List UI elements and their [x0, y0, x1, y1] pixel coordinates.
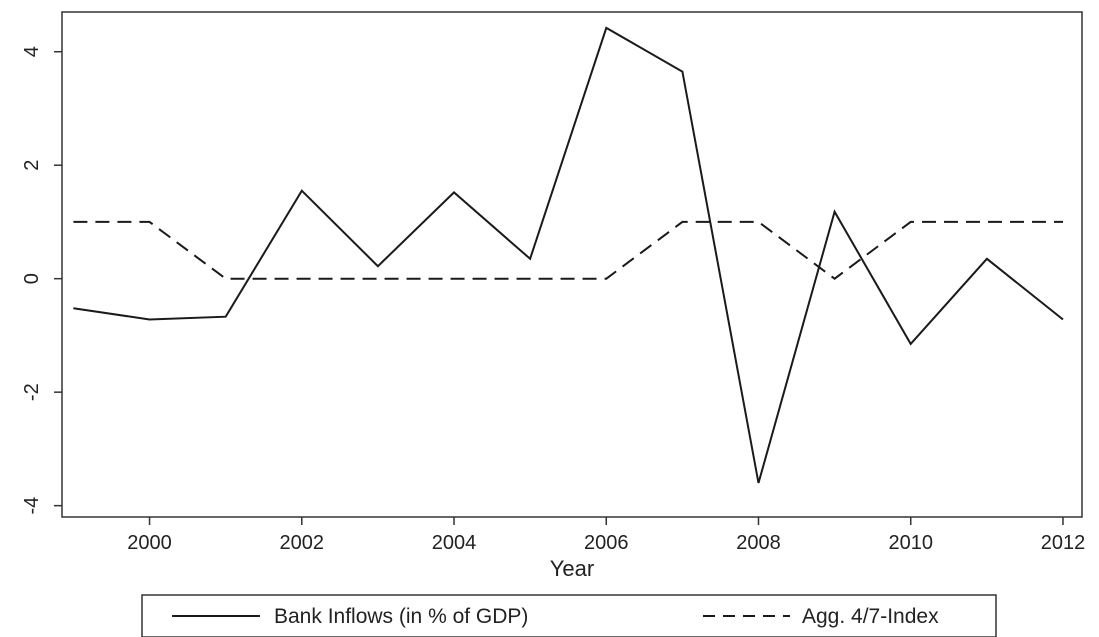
x-tick-label-2010: 2010	[888, 532, 933, 554]
x-tick-label-2006: 2006	[584, 532, 629, 554]
x-tick-label-2004: 2004	[432, 532, 477, 554]
legend: Bank Inflows (in % of GDP) Agg. 4/7-Inde…	[141, 594, 997, 637]
x-axis-title: Year	[550, 556, 594, 581]
series-line-0	[73, 26, 1064, 484]
x-tick-label-2000: 2000	[127, 532, 172, 554]
x-axis: 2000 2002 2004 2006 2008 2010 2012	[127, 517, 1085, 554]
y-tick-label-2: 2	[21, 160, 43, 171]
series-layer	[73, 26, 1064, 484]
y-axis: -4 -2 0 2 4	[21, 46, 62, 515]
y-tick-label--4: -4	[21, 497, 43, 515]
legend-label-bank-inflows: Bank Inflows (in % of GDP)	[274, 605, 528, 628]
series-line-1	[73, 220, 1063, 280]
x-tick-label-2012: 2012	[1041, 532, 1086, 554]
y-tick-label-4: 4	[21, 46, 43, 57]
plot-frame	[61, 11, 1083, 518]
x-tick-label-2002: 2002	[280, 532, 325, 554]
y-tick-label-0: 0	[21, 273, 43, 284]
y-tick-label--2: -2	[21, 383, 43, 401]
legend-box	[141, 594, 997, 637]
legend-label-agg-index: Agg. 4/7-Index	[802, 605, 939, 628]
x-tick-label-2008: 2008	[736, 532, 781, 554]
